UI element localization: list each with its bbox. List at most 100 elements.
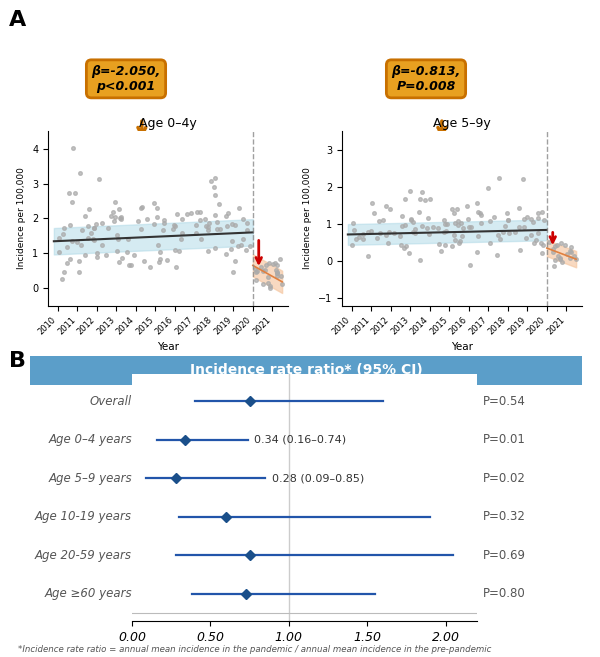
Point (89, 235, 99, 245)
Point (545, 237, 554, 248)
Point (355, 231, 364, 242)
Point (498, 227, 508, 237)
Text: Incidence rate ratio* (95% CI): Incidence rate ratio* (95% CI) (190, 363, 422, 377)
Point (439, 214, 449, 225)
Point (550, 240, 560, 251)
Point (178, 228, 187, 238)
Point (137, 202, 147, 212)
Point (94, 173, 104, 184)
Point (407, 215, 416, 225)
Point (458, 223, 467, 234)
Point (434, 239, 443, 250)
Point (74, 256, 83, 266)
Point (472, 198, 482, 208)
Text: Overall: Overall (90, 395, 132, 408)
Point (191, 227, 201, 238)
Point (97, 240, 107, 250)
Point (271, 265, 281, 275)
Point (241, 244, 251, 255)
Point (503, 215, 512, 226)
Point (215, 198, 224, 209)
Point (152, 212, 162, 222)
Point (112, 229, 122, 240)
Point (366, 226, 376, 237)
Point (473, 231, 483, 241)
Point (536, 238, 545, 248)
Point (409, 227, 418, 237)
Point (364, 227, 373, 238)
Point (67, 197, 77, 208)
Point (466, 221, 476, 232)
Point (523, 212, 532, 223)
Point (112, 246, 122, 257)
Point (142, 214, 152, 225)
Point (155, 247, 164, 258)
Point (176, 233, 186, 244)
Point (440, 240, 450, 250)
Point (348, 218, 358, 229)
Point (374, 215, 384, 226)
Point (450, 235, 460, 245)
Point (123, 234, 133, 244)
Point (202, 221, 211, 231)
Point (454, 238, 464, 248)
Point (152, 203, 162, 214)
Point (376, 227, 385, 238)
Point (110, 212, 119, 222)
Text: A: A (9, 11, 26, 30)
Point (347, 240, 357, 251)
Point (548, 246, 557, 257)
Point (211, 190, 220, 200)
Point (271, 258, 280, 268)
Point (549, 261, 559, 271)
Point (466, 260, 475, 270)
Point (169, 224, 178, 235)
Title: Age 0–4y: Age 0–4y (139, 117, 197, 130)
Point (221, 210, 231, 221)
Point (442, 219, 452, 229)
Point (242, 218, 252, 229)
Point (159, 217, 169, 228)
Point (263, 271, 273, 282)
Point (529, 238, 539, 248)
Point (203, 245, 213, 256)
Point (502, 208, 512, 218)
Point (212, 217, 221, 228)
Point (472, 246, 482, 257)
Point (454, 216, 463, 227)
Point (64, 187, 74, 198)
Text: *Incidence rate ratio = annual mean incidence in the pandemic / annual mean inci: *Incidence rate ratio = annual mean inci… (18, 645, 491, 654)
Point (447, 204, 457, 215)
Point (550, 255, 560, 265)
Point (57, 274, 67, 284)
Point (54, 233, 64, 243)
Point (88, 234, 98, 244)
Point (400, 219, 410, 230)
Point (160, 215, 169, 225)
Point (489, 212, 499, 223)
Point (562, 249, 571, 260)
Point (108, 207, 118, 217)
Point (80, 250, 90, 261)
Point (155, 254, 165, 264)
Point (227, 235, 237, 246)
Point (447, 241, 457, 252)
Point (566, 247, 576, 258)
Y-axis label: Incidence per 100,000: Incidence per 100,000 (304, 168, 313, 269)
Point (154, 257, 164, 267)
Point (406, 185, 415, 196)
Point (250, 263, 260, 274)
Point (539, 215, 548, 225)
Point (500, 221, 509, 231)
Point (170, 244, 179, 255)
Point (59, 267, 69, 277)
Text: Age 20-59 years: Age 20-59 years (35, 549, 132, 562)
Point (485, 215, 494, 226)
Point (454, 220, 463, 231)
Point (227, 219, 237, 230)
Point (145, 261, 155, 272)
Point (221, 249, 230, 260)
Point (272, 267, 282, 277)
Point (553, 250, 563, 261)
Point (101, 250, 111, 261)
